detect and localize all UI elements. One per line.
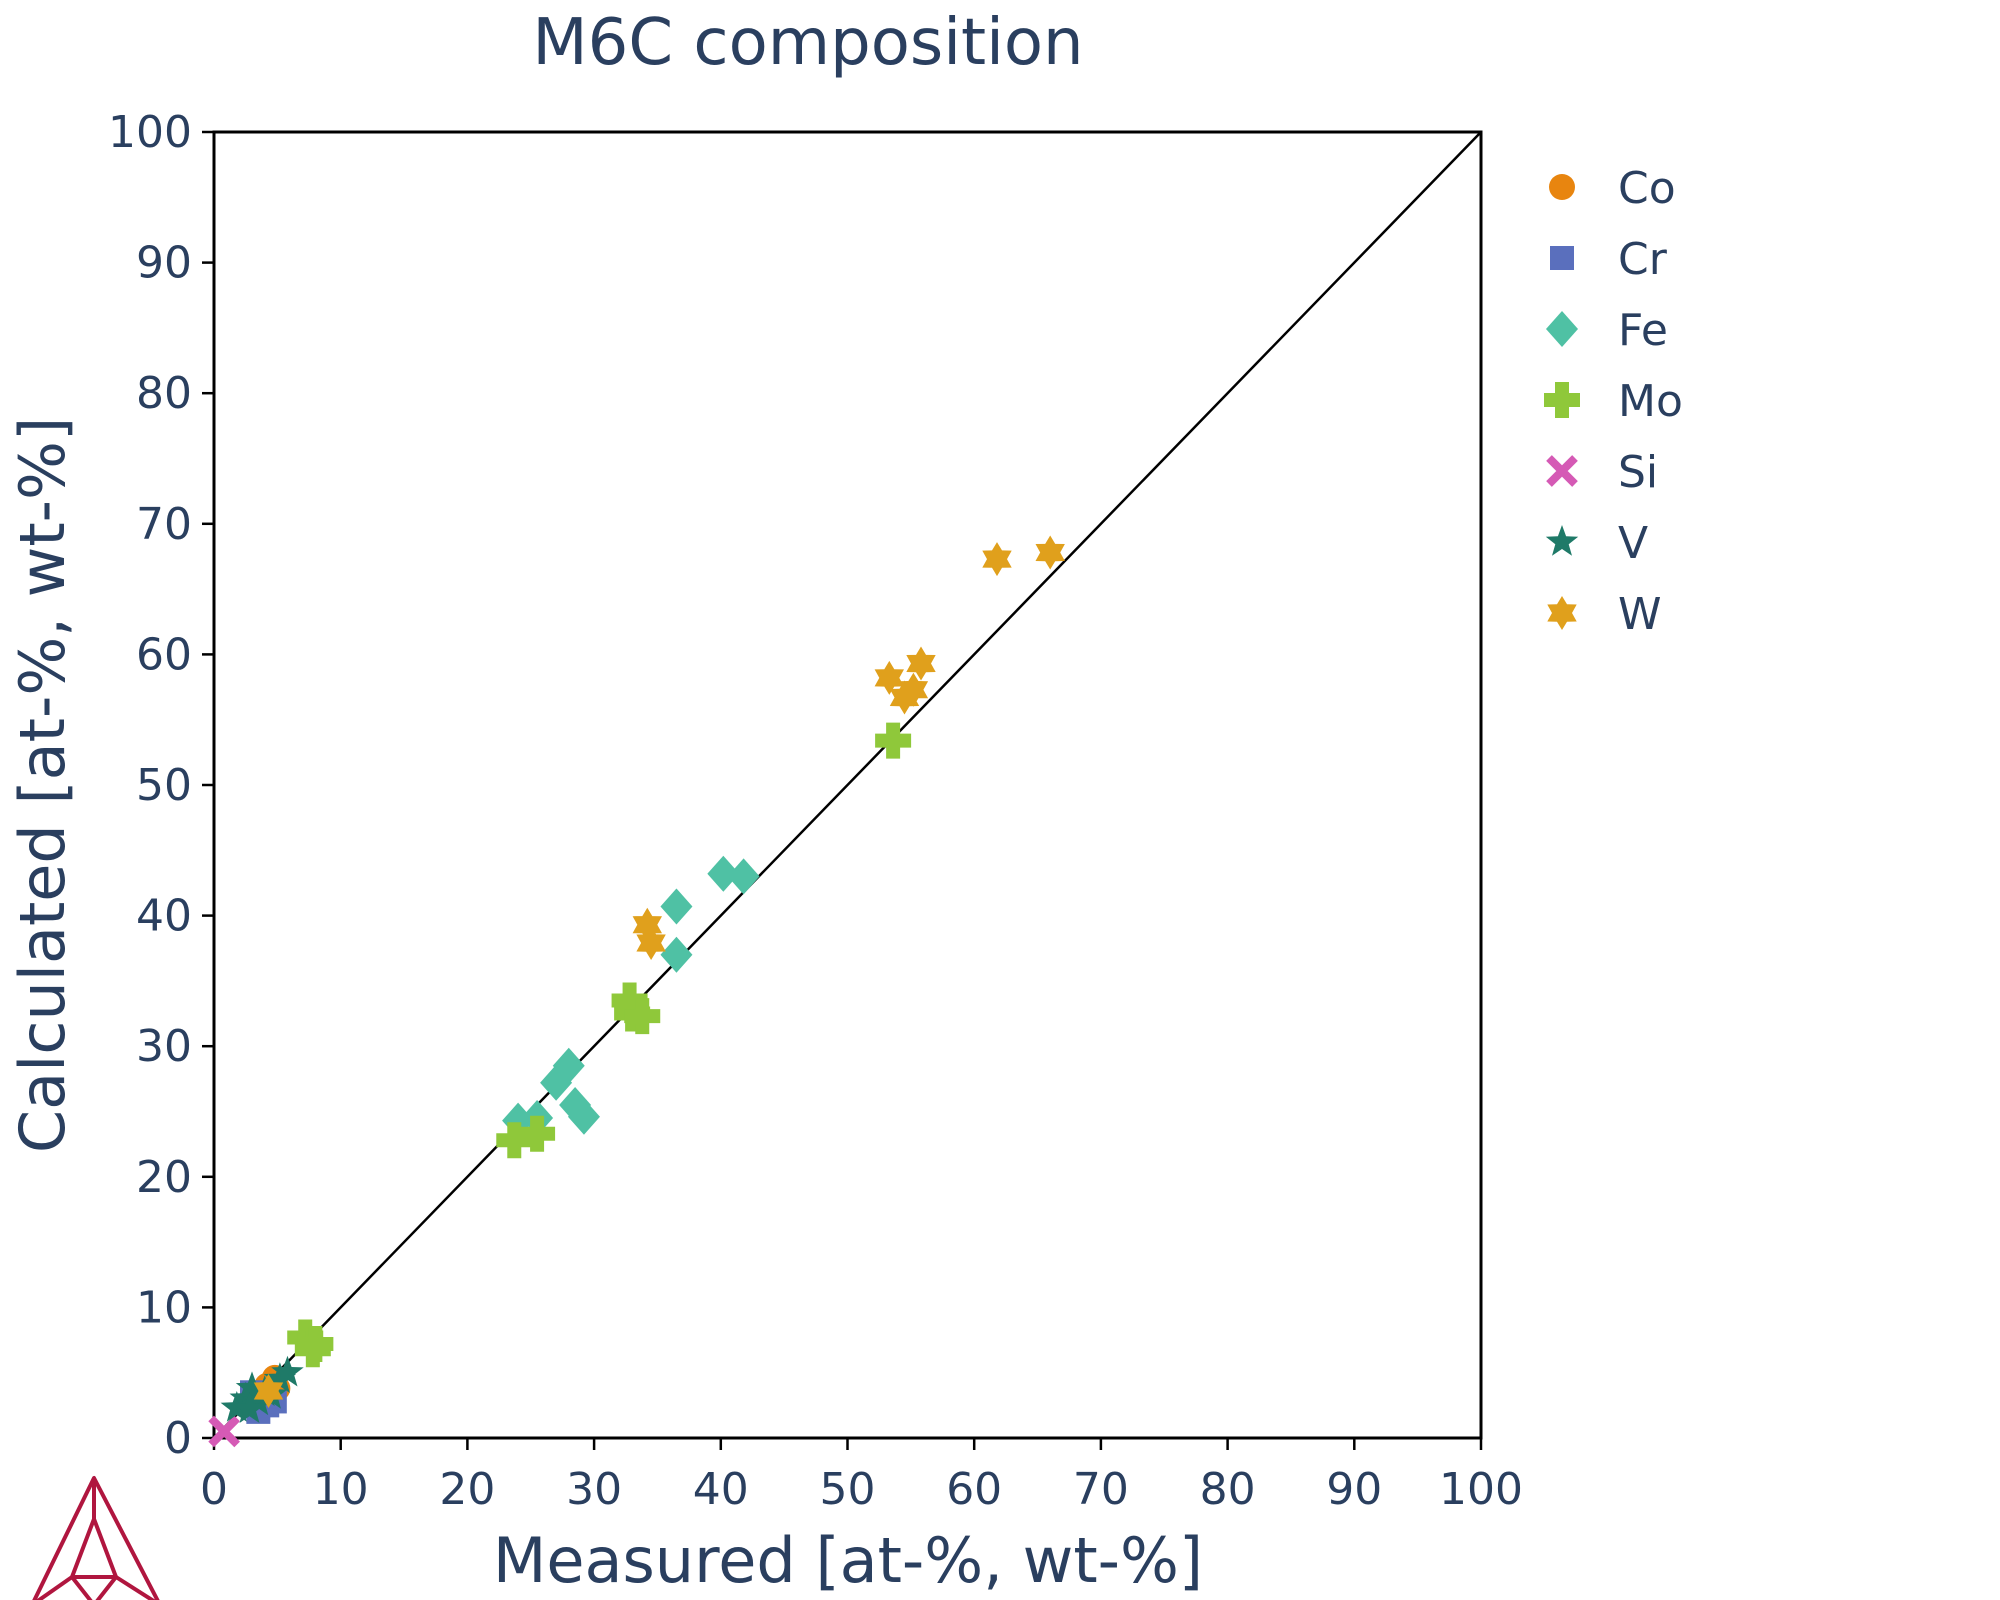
data-point-mo [297,1325,334,1362]
data-point-w [874,660,904,695]
legend-item-w: W [1547,589,1662,640]
legend-item-fe: Fe [1546,305,1668,356]
legend-marker-cr [1550,246,1574,270]
y-tick-label: 70 [136,499,192,550]
legend-label: W [1618,589,1662,640]
data-point-w [982,542,1012,577]
data-point-fe [727,858,760,895]
thermo-calc-logo-icon [32,1476,160,1600]
data-point-fe [660,888,693,925]
legend-label: Fe [1618,305,1668,356]
x-tick-label: 10 [313,1464,369,1515]
y-tick-label: 80 [136,368,192,419]
legend-item-cr: Cr [1550,234,1668,285]
y-tick-label: 10 [136,1282,192,1333]
data-point-w [636,926,666,960]
data-points [208,535,1065,1448]
y-tick-label: 20 [136,1152,192,1203]
legend-marker-si [1546,455,1578,487]
data-point-fe [707,855,740,892]
x-tick-label: 20 [439,1464,495,1515]
data-point-mo [624,998,661,1035]
data-point-v [235,1371,269,1403]
x-tick-label: 90 [1326,1464,1382,1515]
data-point-mo [519,1115,556,1152]
data-point-mo [875,722,912,759]
x-tick-label: 80 [1200,1464,1256,1515]
x-tick-label: 30 [566,1464,622,1515]
data-point-mo [496,1122,533,1159]
legend-label: Cr [1618,234,1668,285]
data-point-w [898,672,929,707]
y-tick-label: 90 [136,238,192,289]
legend-label: Si [1618,447,1658,498]
data-point-fe [660,936,693,973]
y-tick-label: 40 [136,891,192,942]
data-point-fe [567,1098,600,1135]
y-tick-label: 0 [164,1413,192,1464]
x-axis-title: Measured [at-%, wt-%] [493,1524,1203,1597]
legend-marker-v [1545,525,1579,556]
x-tick-label: 40 [693,1464,749,1515]
y-tick-label: 100 [108,107,192,158]
identity-reference-line [213,131,1482,1439]
series-w [253,535,1065,1408]
data-point-w [253,1374,284,1408]
series-fe [502,855,760,1139]
legend-marker-fe [1546,311,1578,347]
y-tick-label: 50 [136,760,192,811]
y-axis-title: Calculated [at-%, wt-%] [6,417,79,1153]
data-point-w [1035,535,1065,570]
series-si [208,1415,240,1448]
legend-item-mo: Mo [1544,376,1683,427]
x-tick-label: 60 [946,1464,1002,1515]
x-axis: 0 10 20 30 40 50 60 70 80 90 100 [200,1438,1523,1515]
legend-item-co: Co [1549,163,1676,214]
data-point-fe [552,1047,585,1084]
legend-item-si: Si [1546,447,1658,498]
y-tick-label: 30 [136,1021,192,1072]
data-point-v [233,1392,266,1423]
y-axis: 0 10 20 30 40 50 60 70 80 90 100 [108,107,214,1464]
x-tick-label: 50 [820,1464,876,1515]
legend-label: V [1618,518,1648,569]
legend-marker-mo [1544,382,1580,418]
legend-item-v: V [1545,518,1648,569]
legend-label: Mo [1618,376,1683,427]
y-tick-label: 60 [136,629,192,680]
legend-marker-w [1547,596,1577,630]
data-point-v [263,1362,297,1393]
x-tick-label: 0 [200,1464,228,1515]
chart-title: M6C composition [532,6,1083,80]
data-point-w [906,646,936,681]
series-mo [287,722,912,1368]
data-point-v [271,1355,304,1387]
x-tick-label: 70 [1073,1464,1129,1515]
legend-marker-co [1549,174,1575,200]
legend: Co Cr Fe Mo Si VW [1544,163,1683,640]
legend-label: Co [1618,163,1676,214]
x-tick-label: 100 [1439,1464,1523,1515]
data-point-si [208,1415,240,1448]
